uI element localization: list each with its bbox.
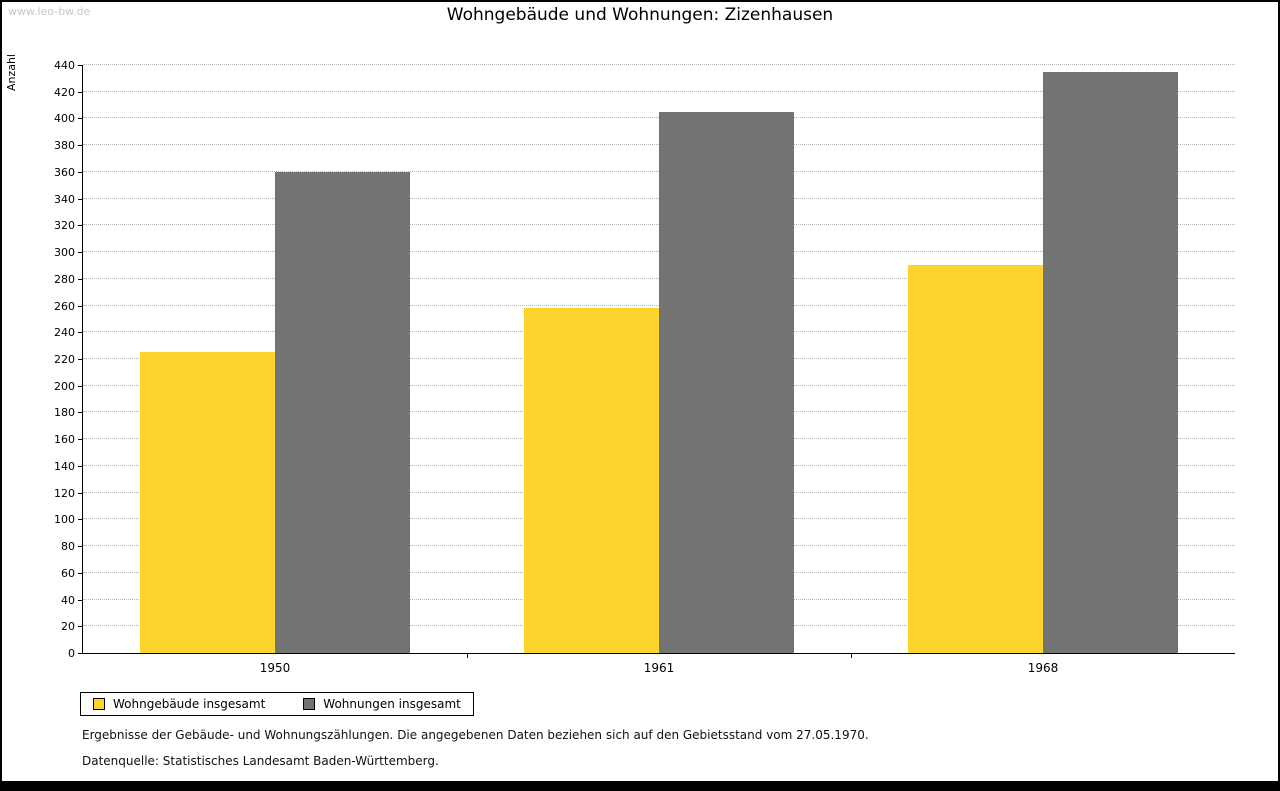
gridline: [83, 90, 1235, 92]
x-tick-label: 1968: [1027, 661, 1059, 675]
y-tick-label: 60: [61, 566, 75, 580]
y-tick-label: 20: [61, 620, 75, 634]
y-tick-label: 260: [54, 299, 75, 313]
y-axis-tick: [78, 519, 83, 521]
y-axis-tick: [78, 278, 83, 280]
y-tick-label: 140: [54, 459, 75, 473]
y-axis-tick: [78, 305, 83, 307]
bar-1950-series1: [275, 171, 410, 653]
y-axis-tick: [78, 546, 83, 548]
gridline: [83, 64, 1235, 65]
bar-1968-series1: [1043, 71, 1178, 653]
chart-title: Wohngebäude und Wohnungen: Zizenhausen: [446, 5, 834, 25]
y-tick-label: 40: [61, 593, 75, 607]
y-tick-label: 400: [54, 112, 75, 126]
y-axis-tick: [78, 626, 83, 628]
y-tick-label: 0: [68, 647, 75, 660]
y-axis-tick: [78, 91, 83, 93]
y-tick-label: 420: [54, 85, 75, 99]
y-tick-label: 180: [54, 406, 75, 420]
bar-1961-series1: [659, 111, 794, 653]
y-axis-tick: [78, 412, 83, 414]
y-axis-tick: [78, 492, 83, 494]
plot-area: 0 20 40 60 80 100 120 140 160 180 200 220 240 260 280 3…: [54, 59, 1235, 675]
legend-item-wohngebaeude: Wohngebäude insgesamt: [93, 697, 265, 711]
x-axis-tick: [467, 653, 468, 658]
x-axis-tick: [851, 653, 852, 658]
y-tick-label: 240: [54, 326, 75, 340]
y-tick-label: 100: [54, 513, 75, 527]
y-axis-tick: [78, 118, 83, 120]
y-axis-tick: [78, 385, 83, 387]
y-axis-tick: [78, 332, 83, 334]
footer-source: Datenquelle: Statistisches Landesamt Bad…: [82, 754, 439, 768]
y-axis-tick: [78, 65, 83, 66]
legend-label-wohnungen: Wohnungen insgesamt: [323, 697, 461, 711]
bar-1961-series0: [524, 308, 659, 653]
legend-swatch-wohnungen: [303, 698, 316, 710]
bar-1968-series0: [908, 265, 1043, 653]
y-tick-label: 300: [54, 246, 75, 260]
y-axis-tick: [78, 572, 83, 574]
y-axis-tick: [78, 252, 83, 254]
y-tick-label: 320: [54, 219, 75, 233]
y-tick-label: 80: [61, 540, 75, 554]
x-tick-label: 1950: [259, 661, 291, 675]
y-tick-label: 440: [54, 59, 75, 72]
y-axis-tick: [78, 465, 83, 467]
y-axis-tick: [78, 145, 83, 147]
y-tick-label: 220: [54, 353, 75, 366]
legend-swatch-wohngebaeude: [93, 698, 105, 710]
y-axis-tick: [78, 359, 83, 360]
y-axis-tick: [78, 198, 83, 200]
footer-note: Ergebnisse der Gebäude- und Wohnungszähl…: [82, 728, 869, 742]
y-tick-label: 160: [54, 433, 75, 447]
x-tick-label: 1961: [643, 661, 675, 675]
y-tick-label: 200: [54, 379, 75, 393]
watermark: www.leo-bw.de: [8, 5, 91, 18]
y-axis-tick: [78, 599, 83, 601]
legend-item-wohnungen: Wohnungen insgesamt: [303, 697, 461, 711]
y-axis-tick: [78, 439, 83, 441]
y-axis-tick: [78, 171, 83, 173]
y-tick-label: 120: [54, 486, 75, 500]
y-axis-title: Anzahl: [5, 54, 18, 92]
y-axis-tick: [78, 225, 83, 227]
bar-1950-series0: [140, 352, 275, 653]
y-tick-label: 360: [54, 165, 75, 179]
legend: Wohngebäude insgesamt Wohnungen insgesam…: [80, 692, 474, 716]
y-axis-tick: [78, 653, 83, 654]
legend-label-wohngebaeude: Wohngebäude insgesamt: [113, 697, 266, 711]
y-tick-label: 380: [54, 139, 75, 153]
y-tick-label: 340: [54, 192, 75, 206]
y-tick-label: 280: [54, 272, 75, 286]
